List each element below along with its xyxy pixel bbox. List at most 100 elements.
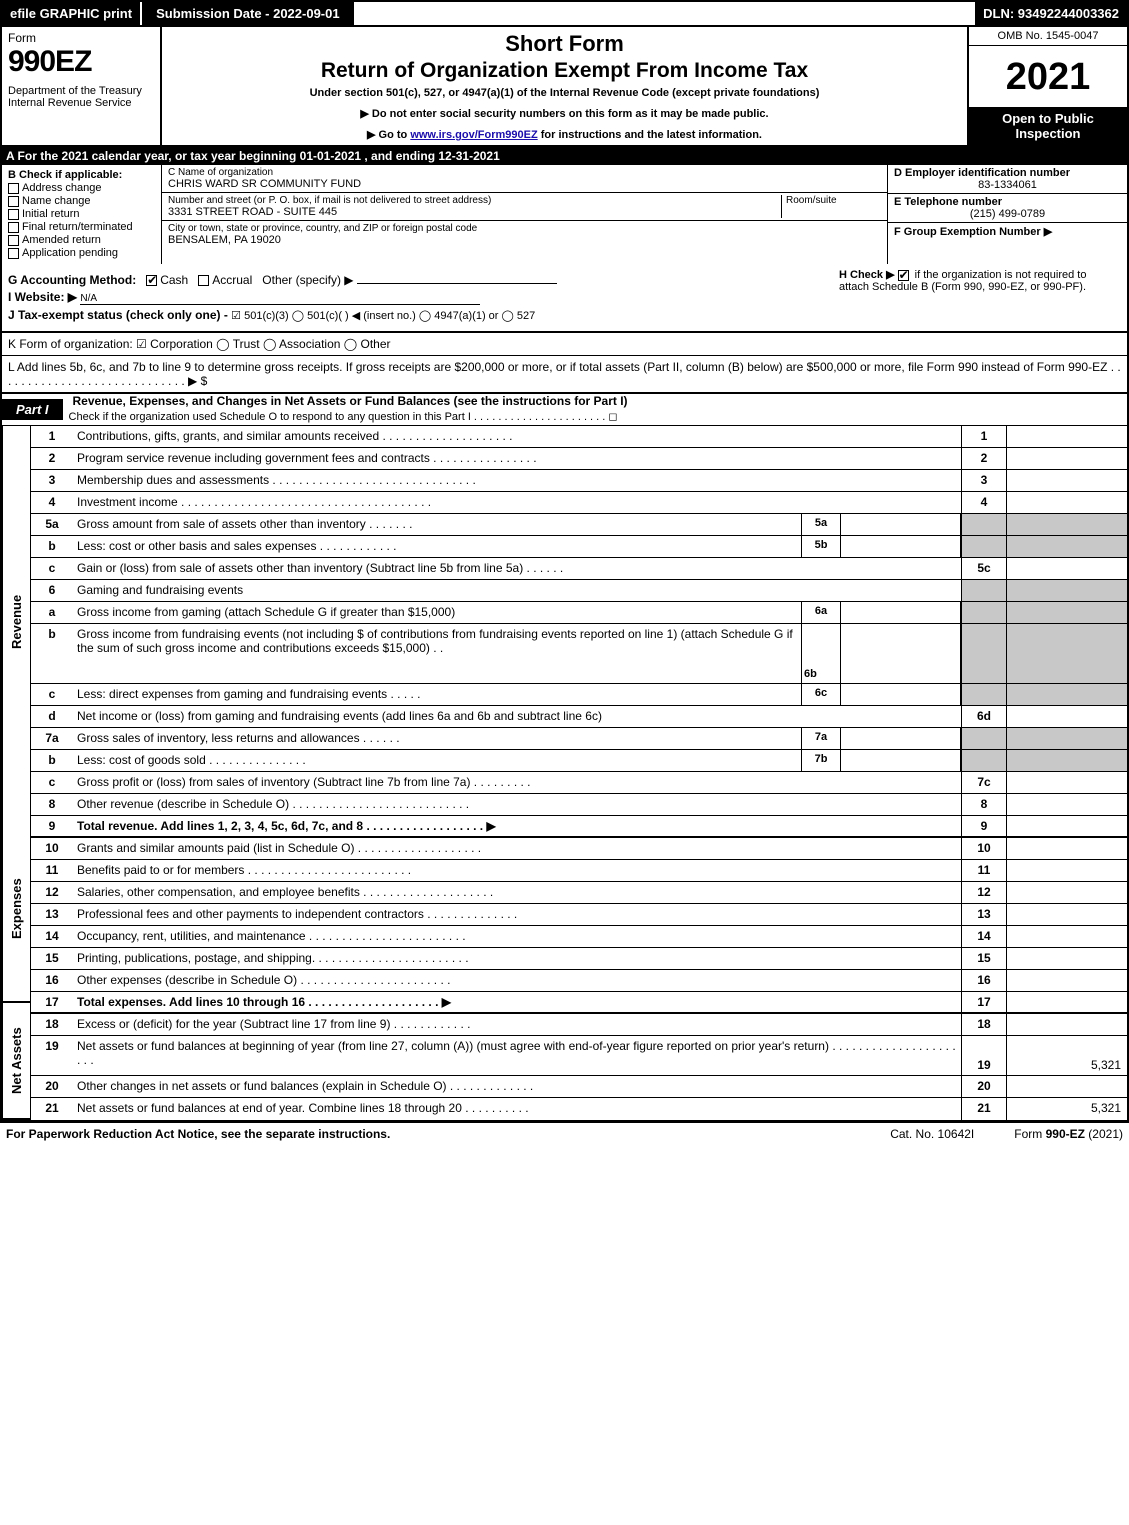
- line-5b: bLess: cost or other basis and sales exp…: [31, 536, 1127, 558]
- checkbox-icon[interactable]: [146, 275, 157, 286]
- chk-pending: Application pending: [8, 247, 155, 259]
- addr-caption: Number and street (or P. O. box, if mail…: [168, 195, 781, 206]
- org-name: CHRIS WARD SR COMMUNITY FUND: [168, 178, 881, 190]
- line-21: 21Net assets or fund balances at end of …: [31, 1098, 1127, 1120]
- header-mid: Short Form Return of Organization Exempt…: [162, 27, 967, 145]
- topbar-spacer: [354, 2, 976, 25]
- side-expenses: Expenses: [2, 817, 30, 1003]
- tel-value: (215) 499-0789: [894, 208, 1121, 220]
- open-to-public: Open to Public Inspection: [969, 107, 1127, 145]
- col-c: C Name of organization CHRIS WARD SR COM…: [162, 165, 887, 264]
- checkbox-icon[interactable]: [8, 222, 19, 233]
- line-7c: cGross profit or (loss) from sales of in…: [31, 772, 1127, 794]
- grid-body: 1Contributions, gifts, grants, and simil…: [31, 426, 1127, 1120]
- form-number: 990EZ: [8, 45, 154, 79]
- department-label: Department of the Treasury Internal Reve…: [8, 85, 154, 109]
- website-value: N/A: [80, 293, 480, 305]
- footer-left: For Paperwork Reduction Act Notice, see …: [6, 1127, 850, 1141]
- line-17: 17Total expenses. Add lines 10 through 1…: [31, 992, 1127, 1014]
- chk-final: Final return/terminated: [8, 221, 155, 233]
- checkbox-icon[interactable]: [8, 196, 19, 207]
- subtitle: Under section 501(c), 527, or 4947(a)(1)…: [172, 87, 957, 99]
- g-accrual: Accrual: [212, 273, 252, 287]
- g-label: G Accounting Method:: [8, 273, 136, 287]
- checkbox-icon[interactable]: [198, 275, 209, 286]
- checkbox-icon[interactable]: [8, 248, 19, 259]
- tel-cell: E Telephone number (215) 499-0789: [888, 194, 1127, 223]
- checkbox-icon[interactable]: [8, 209, 19, 220]
- side-labels: Revenue Expenses Net Assets: [2, 426, 31, 1120]
- line-6a: aGross income from gaming (attach Schedu…: [31, 602, 1127, 624]
- tel-caption: E Telephone number: [894, 196, 1121, 208]
- addr-row: Number and street (or P. O. box, if mail…: [162, 193, 887, 221]
- col-b-label: B Check if applicable:: [8, 169, 155, 181]
- line-13: 13Professional fees and other payments t…: [31, 904, 1127, 926]
- section-h: H Check ▶ if the organization is not req…: [839, 268, 1119, 293]
- line-6d: dNet income or (loss) from gaming and fu…: [31, 706, 1127, 728]
- block-bcd: B Check if applicable: Address change Na…: [0, 165, 1129, 264]
- i-label: I Website: ▶: [8, 290, 77, 304]
- line-8: 8Other revenue (describe in Schedule O) …: [31, 794, 1127, 816]
- topbar: efile GRAPHIC print Submission Date - 20…: [0, 0, 1129, 27]
- irs-link[interactable]: www.irs.gov/Form990EZ: [410, 129, 537, 141]
- bullet-goto: ▶ Go to www.irs.gov/Form990EZ for instru…: [172, 128, 957, 141]
- line-1: 1Contributions, gifts, grants, and simil…: [31, 426, 1127, 448]
- submission-date: Submission Date - 2022-09-01: [140, 2, 354, 25]
- city-caption: City or town, state or province, country…: [168, 223, 881, 234]
- part1-header: Part I Revenue, Expenses, and Changes in…: [0, 392, 1129, 426]
- chk-name: Name change: [8, 195, 155, 207]
- section-gj: H Check ▶ if the organization is not req…: [0, 264, 1129, 333]
- line-18: 18Excess or (deficit) for the year (Subt…: [31, 1014, 1127, 1036]
- group-cell: F Group Exemption Number ▶: [888, 223, 1127, 264]
- line-7a: 7aGross sales of inventory, less returns…: [31, 728, 1127, 750]
- line-15: 15Printing, publications, postage, and s…: [31, 948, 1127, 970]
- chk-address: Address change: [8, 182, 155, 194]
- line-20: 20Other changes in net assets or fund ba…: [31, 1076, 1127, 1098]
- chk-amended: Amended return: [8, 234, 155, 246]
- footer-mid: Cat. No. 10642I: [850, 1127, 1014, 1141]
- ein-cell: D Employer identification number 83-1334…: [888, 165, 1127, 194]
- org-name-caption: C Name of organization: [168, 167, 881, 178]
- g-other: Other (specify) ▶: [262, 273, 353, 287]
- room-caption: Room/suite: [786, 195, 881, 206]
- line-9: 9Total revenue. Add lines 1, 2, 3, 4, 5c…: [31, 816, 1127, 838]
- form-header: Form 990EZ Department of the Treasury In…: [0, 27, 1129, 147]
- checkbox-icon[interactable]: [8, 235, 19, 246]
- part1-title: Revenue, Expenses, and Changes in Net As…: [63, 394, 1127, 408]
- part1-tab: Part I: [2, 399, 63, 420]
- line-2: 2Program service revenue including gover…: [31, 448, 1127, 470]
- goto-pre: ▶ Go to: [367, 129, 410, 141]
- line-6c: cLess: direct expenses from gaming and f…: [31, 684, 1127, 706]
- ein-value: 83-1334061: [894, 179, 1121, 191]
- bullet-ssn: ▶ Do not enter social security numbers o…: [172, 107, 957, 120]
- col-b: B Check if applicable: Address change Na…: [2, 165, 162, 264]
- line-3: 3Membership dues and assessments . . . .…: [31, 470, 1127, 492]
- checkbox-icon[interactable]: [898, 270, 909, 281]
- line-5a: 5aGross amount from sale of assets other…: [31, 514, 1127, 536]
- line-16: 16Other expenses (describe in Schedule O…: [31, 970, 1127, 992]
- part1-check: Check if the organization used Schedule …: [63, 408, 1127, 425]
- g-cash: Cash: [160, 273, 188, 287]
- side-revenue: Revenue: [2, 426, 30, 817]
- chk-initial: Initial return: [8, 208, 155, 220]
- line-j: J Tax-exempt status (check only one) - ☑…: [8, 308, 1121, 322]
- group-caption: F Group Exemption Number ▶: [894, 225, 1121, 238]
- line-19: 19Net assets or fund balances at beginni…: [31, 1036, 1127, 1076]
- line-12: 12Salaries, other compensation, and empl…: [31, 882, 1127, 904]
- line-4: 4Investment income . . . . . . . . . . .…: [31, 492, 1127, 514]
- tax-year: 2021: [969, 46, 1127, 107]
- section-l: L Add lines 5b, 6c, and 7b to line 9 to …: [0, 356, 1129, 392]
- g-other-blank[interactable]: [357, 283, 557, 284]
- line-11: 11Benefits paid to or for members . . . …: [31, 860, 1127, 882]
- line-14: 14Occupancy, rent, utilities, and mainte…: [31, 926, 1127, 948]
- dln-number: DLN: 93492244003362: [975, 2, 1127, 25]
- j-label: J Tax-exempt status (check only one) -: [8, 308, 231, 322]
- line-5c: cGain or (loss) from sale of assets othe…: [31, 558, 1127, 580]
- col-d: D Employer identification number 83-1334…: [887, 165, 1127, 264]
- checkbox-icon[interactable]: [8, 183, 19, 194]
- addr-value: 3331 STREET ROAD - SUITE 445: [168, 206, 781, 218]
- side-netassets: Net Assets: [2, 1003, 30, 1120]
- city-value: BENSALEM, PA 19020: [168, 234, 881, 246]
- title-short-form: Short Form: [172, 31, 957, 57]
- section-k: K Form of organization: ☑ Corporation ◯ …: [0, 333, 1129, 356]
